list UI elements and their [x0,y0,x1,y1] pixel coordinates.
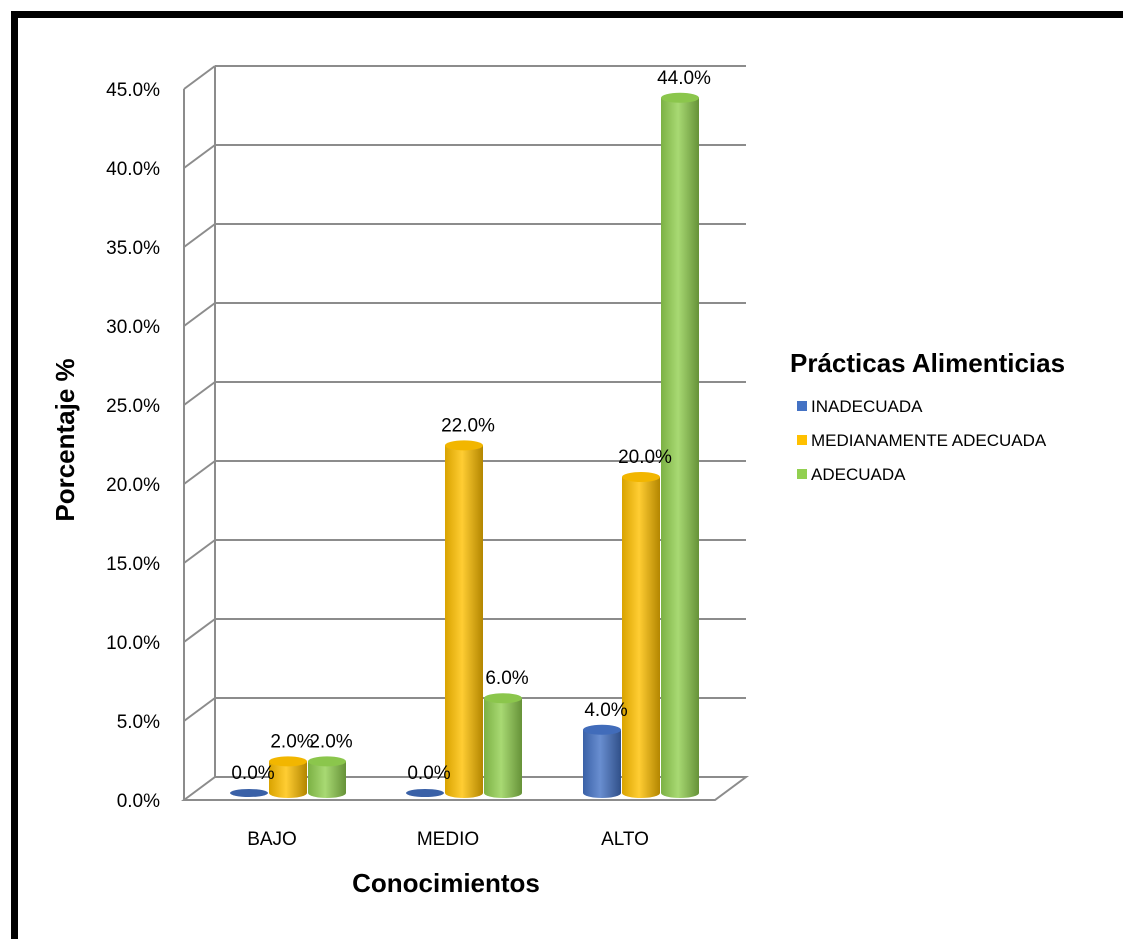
gridline-side [183,539,216,564]
data-label: 4.0% [584,700,627,721]
legend-item: INADECUADA [797,397,923,416]
bar-medianamente-adecuada-medio [445,440,483,798]
bar-top [583,724,621,735]
bar-body [583,729,621,798]
y-tick-label: 30.0% [106,317,160,338]
y-tick-label: 35.0% [106,238,160,259]
y-tick-label: 0.0% [117,791,160,812]
chart-frame [11,11,1123,939]
bar-medianamente-adecuada-bajo [269,756,307,798]
legend-swatch [797,435,807,445]
y-axis-title: Porcentaje % [50,358,80,521]
data-label: 6.0% [485,668,528,689]
bar-base [230,789,268,797]
category-label: MEDIO [417,829,479,850]
bar-top [445,440,483,451]
bar-body [661,97,699,799]
legend-title: Prácticas Alimenticias [790,348,1065,378]
legend-label: ADECUADA [811,465,906,484]
y-tick-label: 20.0% [106,475,160,496]
bar-top [622,472,660,482]
gridline-side [183,223,216,248]
legend-swatch [797,469,807,479]
y-axis-ticks: 0.0% 5.0% 10.0% 15.0% 20.0% 25.0% 30.0% 35.0% 40… [106,80,160,812]
bar-body [269,761,307,798]
legend-label: INADECUADA [811,397,923,416]
category-label: ALTO [601,829,649,850]
y-tick-label: 45.0% [106,80,160,101]
bar-base [406,789,444,797]
data-label: 2.0% [309,731,352,752]
bar-medianamente-adecuada-alto [622,472,660,798]
gridline-side [183,65,216,90]
bar-top [269,756,307,767]
legend: INADECUADA MEDIANAMENTE ADECUADA ADECUADA [797,397,1047,484]
bar-adecuada-medio [484,693,522,798]
data-label: 20.0% [618,447,672,468]
y-tick-label: 5.0% [117,712,160,733]
bar-inadecuada-bajo [230,789,268,797]
y-tick-label: 40.0% [106,159,160,180]
chart-bars [230,92,699,799]
gridline-side [183,460,216,485]
x-axis-title: Conocimientos [352,868,540,898]
data-label: 0.0% [407,763,450,784]
gridline-side [183,618,216,643]
y-tick-label: 10.0% [106,633,160,654]
bar-top [484,693,522,704]
bar-body [622,477,660,798]
legend-item: MEDIANAMENTE ADECUADA [797,431,1047,450]
category-label: BAJO [247,829,297,850]
data-label: 44.0% [657,68,711,89]
y-tick-label: 25.0% [106,396,160,417]
bar-top [308,756,346,767]
bar-adecuada-alto [661,92,699,799]
bar-adecuada-bajo [308,756,346,798]
bar-inadecuada-alto [583,724,621,798]
legend-item: ADECUADA [797,465,906,484]
data-label: 22.0% [441,415,495,436]
data-label: 2.0% [270,731,313,752]
gridline-side [183,697,216,722]
gridline-side [183,302,216,327]
bar-body [308,761,346,798]
legend-label: MEDIANAMENTE ADECUADA [811,431,1047,450]
gridline-side [183,381,216,406]
bar-body [445,445,483,798]
legend-swatch [797,401,807,411]
bar-top [661,92,699,103]
gridline-side [183,144,216,169]
floor [180,776,750,801]
data-labels: 0.0% 2.0%2.0% 0.0% 22.0% 6.0% 4.0% 20.0% 44.0% [231,68,711,784]
x-axis-categories: BAJO MEDIO ALTO [247,829,649,850]
bar-inadecuada-medio [406,789,444,797]
bar-body [484,698,522,798]
y-tick-label: 15.0% [106,554,160,575]
data-label: 0.0% [231,763,274,784]
